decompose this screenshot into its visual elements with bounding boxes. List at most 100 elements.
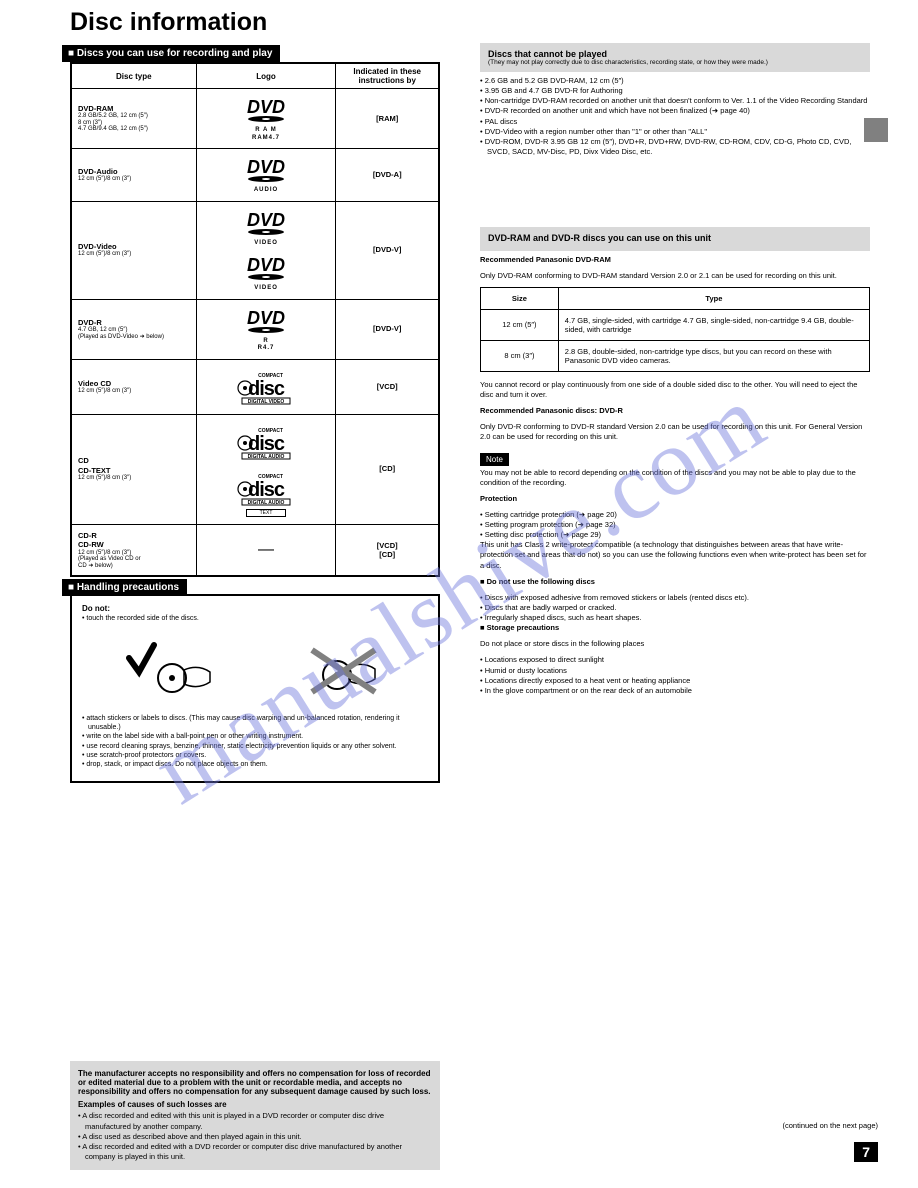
list-item: • Discs that are badly warped or cracked… [480, 603, 870, 613]
list-item: • Locations exposed to direct sunlight [480, 655, 870, 665]
table-row-indicator: [DVD-V] [336, 299, 439, 359]
protection-head: Protection [480, 494, 517, 503]
svg-text:DVD: DVD [247, 158, 285, 177]
list-item: • 2.6 GB and 5.2 GB DVD-RAM, 12 cm (5″) [480, 76, 870, 86]
right-column: Discs that cannot be played (They may no… [480, 43, 870, 783]
table-row-logo: DVD AUDIO [196, 149, 336, 202]
alldisc-head: ■ Do not use the following discs [480, 577, 595, 586]
list-item: • write on the label side with a ball-po… [82, 732, 428, 741]
page-number: 7 [854, 1142, 878, 1162]
storage-list: • Locations exposed to direct sunlight• … [480, 655, 870, 696]
alldisc-list: • Discs with exposed adhesive from remov… [480, 593, 870, 623]
list-item: • use record cleaning sprays, benzine, t… [82, 742, 428, 751]
svg-text:disc: disc [248, 479, 285, 501]
rec-th-type: Type [558, 287, 869, 309]
list-item: • A disc recorded and edited with this u… [78, 1111, 432, 1131]
protection-list: • Setting cartridge protection (➜ page 2… [480, 510, 870, 540]
band-cannot-play: Discs that cannot be played (They may no… [480, 43, 870, 72]
list-item: • In the glove compartment or on the rea… [480, 686, 870, 696]
rec-td-1-1: 2.8 GB, double-sided, non-cartridge type… [558, 340, 869, 371]
table-row-logo: DVD VIDEO DVD VIDEO [196, 201, 336, 299]
rec-td-0-1: 4.7 GB, single-sided, with cartridge 4.7… [558, 309, 869, 340]
list-item: • A disc used as described above and the… [78, 1132, 432, 1142]
list-item: • Setting disc protection (➜ page 29) [480, 530, 870, 540]
table-row-indicator: [DVD-A] [336, 149, 439, 202]
table-row-name: DVD-RAM2.8 GB/5.2 GB, 12 cm (5″)8 cm (3″… [71, 89, 196, 149]
band-usable-discs: DVD-RAM and DVD-R discs you can use on t… [480, 227, 870, 251]
svg-text:DVD: DVD [247, 98, 285, 117]
svg-text:DIGITAL AUDIO: DIGITAL AUDIO [248, 500, 285, 506]
handling-subhead: • touch the recorded side of the discs. [82, 615, 428, 622]
svg-text:disc: disc [248, 378, 285, 400]
rec-th-size: Size [481, 287, 559, 309]
rec-para-head: Recommended Panasonic DVD-RAM [480, 255, 870, 265]
list-item: • Setting cartridge protection (➜ page 2… [480, 510, 870, 520]
rec-para3-head: Recommended Panasonic discs: DVD-R [480, 406, 870, 416]
handling-head: Do not: [82, 604, 428, 613]
rec-para: Only DVD-RAM conforming to DVD-RAM stand… [480, 271, 870, 281]
table-row-name: DVD-R4.7 GB, 12 cm (5″)(Played as DVD-Vi… [71, 299, 196, 359]
table-row-name: CD-RCD-RW12 cm (5″)/8 cm (3″)(Played as … [71, 524, 196, 576]
list-item: • use scratch-proof protectors or covers… [82, 751, 428, 760]
table-row-logo: DVD RR4.7 [196, 299, 336, 359]
side-tab [864, 118, 888, 142]
rec-para2: You cannot record or play continuously f… [480, 380, 870, 400]
list-item: • PAL discs [480, 117, 870, 127]
list-item: • Locations directly exposed to a heat v… [480, 676, 870, 686]
rec-table: Size Type 12 cm (5″) 4.7 GB, single-side… [480, 287, 870, 372]
protection-note: This unit has Class 2 write-protect comp… [480, 540, 870, 570]
list-item: • attach stickers or labels to discs. (T… [82, 714, 428, 732]
handling-title: ■ Handling precautions [62, 579, 187, 596]
storage-head: ■ Storage precautions [480, 623, 559, 632]
footer-continue: (continued on the next page) [783, 1121, 879, 1130]
svg-text:disc: disc [248, 433, 285, 455]
table-row-indicator: [VCD][CD] [336, 524, 439, 576]
bottom-disclaimer: The manufacturer accepts no responsibili… [70, 1061, 440, 1170]
table-row-name: Video CD12 cm (5″)/8 cm (3″) [71, 359, 196, 414]
col-header-logo: Logo [196, 63, 336, 89]
discs-playable-title: ■ Discs you can use for recording and pl… [62, 45, 280, 62]
table-row-indicator: [CD] [336, 414, 439, 524]
list-item: • Irregularly shaped discs, such as hear… [480, 613, 870, 623]
list-item: • Setting program protection (➜ page 32) [480, 520, 870, 530]
list-item: • 3.95 GB and 4.7 GB DVD-R for Authoring [480, 86, 870, 96]
table-row-indicator: [VCD] [336, 359, 439, 414]
svg-text:DIGITAL AUDIO: DIGITAL AUDIO [248, 454, 285, 460]
handling-correct-icon [124, 640, 214, 700]
svg-text:DVD: DVD [247, 211, 285, 230]
handling-wrong-icon [297, 640, 387, 700]
list-item: • Humid or dusty locations [480, 666, 870, 676]
list-item: • A disc recorded and edited with a DVD … [78, 1142, 432, 1162]
table-row-logo: DVD R A MRAM4.7 [196, 89, 336, 149]
note-label: Note [480, 453, 509, 466]
table-row-name: DVD-Audio12 cm (5″)/8 cm (3″) [71, 149, 196, 202]
handling-box: Do not: • touch the recorded side of the… [70, 594, 440, 783]
list-item: • DVD-ROM, DVD-R 3.95 GB 12 cm (5″), DVD… [480, 137, 870, 157]
col-header-disc-type: Disc type [71, 63, 196, 89]
table-row-logo: COMPACT disc DIGITAL AUDIO COMPACT disc … [196, 414, 336, 524]
cannot-play-list: • 2.6 GB and 5.2 GB DVD-RAM, 12 cm (5″)•… [480, 76, 870, 157]
table-row-indicator: [RAM] [336, 89, 439, 149]
list-item: • DVD-R recorded on another unit and whi… [480, 106, 870, 116]
svg-text:DVD: DVD [247, 309, 285, 328]
handling-bullets: • attach stickers or labels to discs. (T… [82, 714, 428, 769]
list-item: • Discs with exposed adhesive from remov… [480, 593, 870, 603]
rec-para3: Only DVD-R conforming to DVD-R standard … [480, 422, 870, 442]
note-text: You may not be able to record depending … [480, 468, 870, 488]
table-row-indicator: [DVD-V] [336, 201, 439, 299]
svg-text:DIGITAL VIDEO: DIGITAL VIDEO [248, 399, 285, 405]
list-item: • drop, stack, or impact discs. Do not p… [82, 760, 428, 769]
table-row-name: CDCD-TEXT12 cm (5″)/8 cm (3″) [71, 414, 196, 524]
list-item: • Non-cartridge DVD-RAM recorded on anot… [480, 96, 870, 106]
storage-intro: Do not place or store discs in the follo… [480, 639, 870, 649]
col-header-indicator: Indicated in these instructions by [336, 63, 439, 89]
list-item: • DVD-Video with a region number other t… [480, 127, 870, 137]
svg-text:DVD: DVD [247, 256, 285, 275]
table-row-name: DVD-Video12 cm (5″)/8 cm (3″) [71, 201, 196, 299]
table-row-logo: — [196, 524, 336, 576]
table-row-logo: COMPACT disc DIGITAL VIDEO [196, 359, 336, 414]
rec-td-0-0: 12 cm (5″) [481, 309, 559, 340]
disc-table: Disc type Logo Indicated in these instru… [70, 62, 440, 577]
page-title: Disc information [0, 0, 918, 43]
left-column: ■ Discs you can use for recording and pl… [70, 43, 440, 783]
